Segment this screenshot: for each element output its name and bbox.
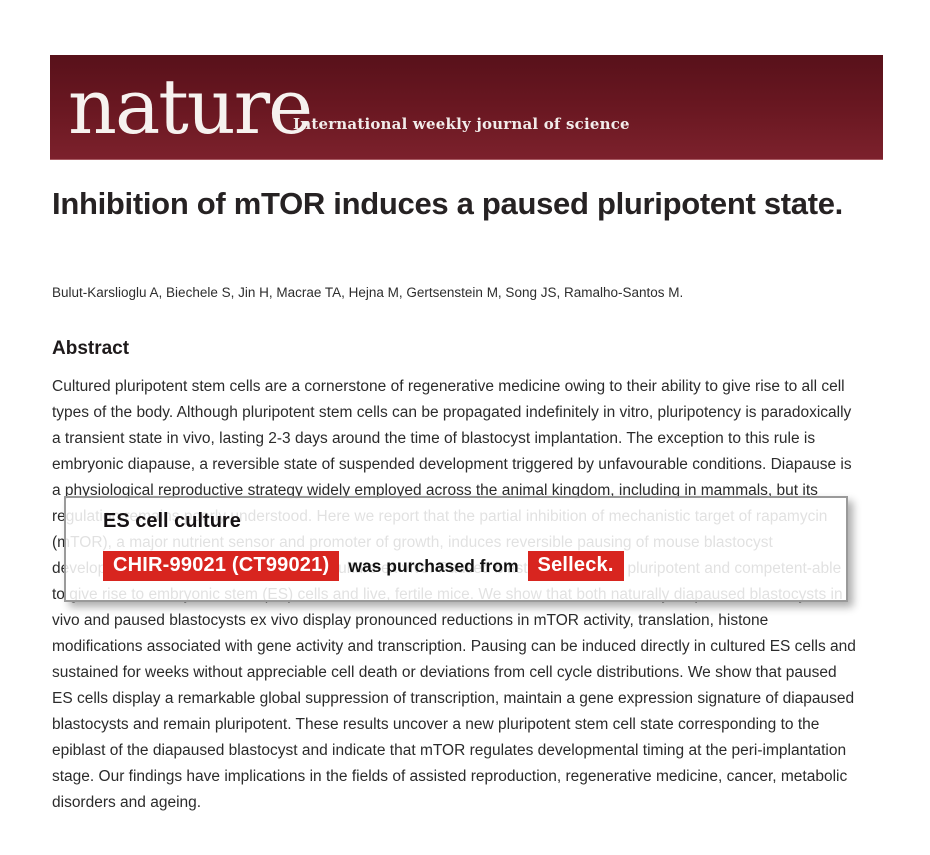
article-title: Inhibition of mTOR induces a paused plur… [52,186,843,221]
author-list: Bulut-Karslioglu A, Biechele S, Jin H, M… [52,285,684,300]
abstract-heading: Abstract [52,338,130,359]
vendor-badge[interactable]: Selleck. [527,551,624,581]
abstract-line: a transient state in vivo, lasting 2-3 d… [52,430,816,447]
abstract-line: vivo and paused blastocysts ex vivo disp… [52,612,769,629]
abstract-line: Cultured pluripotent stem cells are a co… [52,378,845,395]
abstract-line: modifications associated with gene activ… [52,638,856,655]
overlay-purchase-line: CHIR-99021 (CT99021) was purchased from … [103,551,624,581]
product-badge[interactable]: CHIR-99021 (CT99021) [103,551,340,581]
abstract-line: ES cells display a remarkable global sup… [52,690,855,707]
abstract-line: sustained for weeks without appreciable … [52,664,837,681]
nature-logo: nature [68,62,313,151]
abstract-line: embryonic diapause, a reversible state o… [52,456,852,473]
abstract-line: stage. Our findings have implications in… [52,768,848,785]
abstract-line: blastocysts and remain pluripotent. Thes… [52,716,820,733]
overlay-heading: ES cell culture [103,510,241,532]
purchase-connector-text: was purchased from [348,555,519,576]
abstract-line: disorders and ageing. [52,794,202,811]
abstract-line: types of the body. Although pluripotent … [52,404,852,421]
masthead-tagline: International weekly journal of science [293,115,630,133]
abstract-line: a physiological reproductive strategy wi… [52,482,818,499]
abstract-line: epiblast of the diapaused blastocyst and… [52,742,847,759]
vendor-overlay: ES cell culture CHIR-99021 (CT99021) was… [64,496,848,602]
nature-masthead: nature International weekly journal of s… [50,55,883,160]
